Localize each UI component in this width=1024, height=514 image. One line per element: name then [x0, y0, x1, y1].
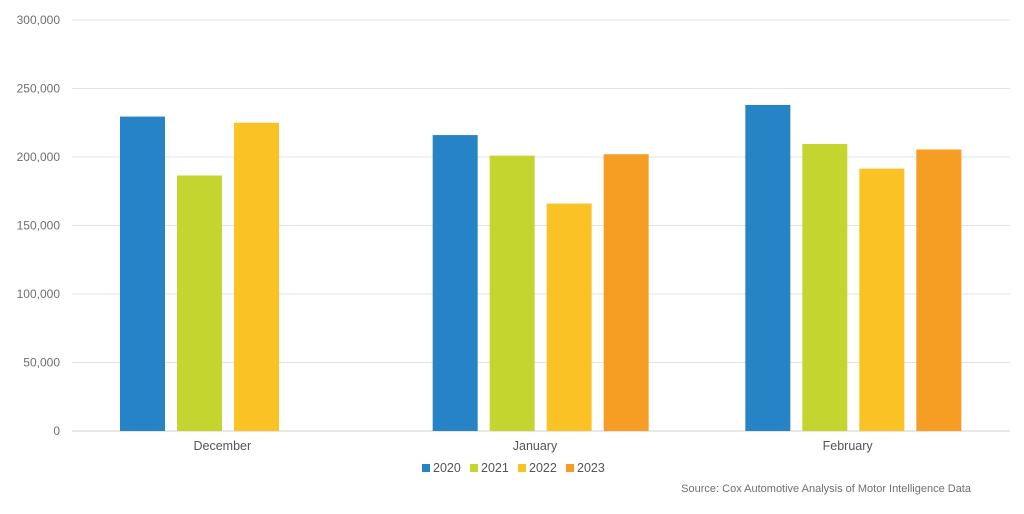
bar-2022-february	[859, 168, 905, 431]
bars	[120, 104, 962, 432]
bar-2021-december	[177, 175, 222, 431]
bar-2022-january	[546, 203, 592, 431]
y-axis-ticks: 0 50,000 100,000 150,000 200,000 250,000 300,0…	[17, 13, 61, 438]
legend-swatch-2020	[422, 464, 430, 472]
bar-2023-february	[916, 149, 962, 431]
y-tick-label: 300,000	[17, 13, 61, 27]
bar-2021-january	[489, 155, 535, 431]
legend-label: 2023	[577, 461, 605, 475]
x-tick-label: January	[513, 439, 558, 453]
bar-2022-december	[234, 122, 279, 431]
legend-label: 2020	[433, 461, 461, 475]
bar-2020-december	[120, 116, 165, 432]
legend-swatch-2022	[518, 464, 526, 472]
y-tick-label: 150,000	[17, 219, 61, 233]
bar-2023-january	[603, 154, 649, 431]
legend-label: 2021	[481, 461, 509, 475]
y-tick-label: 0	[53, 424, 60, 438]
y-tick-label: 50,000	[23, 356, 60, 370]
legend-swatch-2021	[470, 464, 478, 472]
legend-swatch-2023	[566, 464, 574, 472]
legend: 2020 2021 2022 2023	[422, 461, 605, 475]
legend-label: 2022	[529, 461, 557, 475]
bar-2020-january	[432, 135, 478, 431]
y-tick-label: 200,000	[17, 150, 61, 164]
source-note: Source: Cox Automotive Analysis of Motor…	[681, 483, 972, 495]
y-tick-label: 250,000	[17, 82, 61, 96]
gridlines	[72, 19, 1010, 432]
bar-2020-february	[745, 104, 791, 431]
x-axis-ticks: December January February	[193, 439, 873, 453]
y-tick-label: 100,000	[17, 287, 61, 301]
x-tick-label: February	[823, 439, 874, 453]
x-tick-label: December	[193, 439, 251, 453]
bar-2021-february	[802, 143, 848, 432]
